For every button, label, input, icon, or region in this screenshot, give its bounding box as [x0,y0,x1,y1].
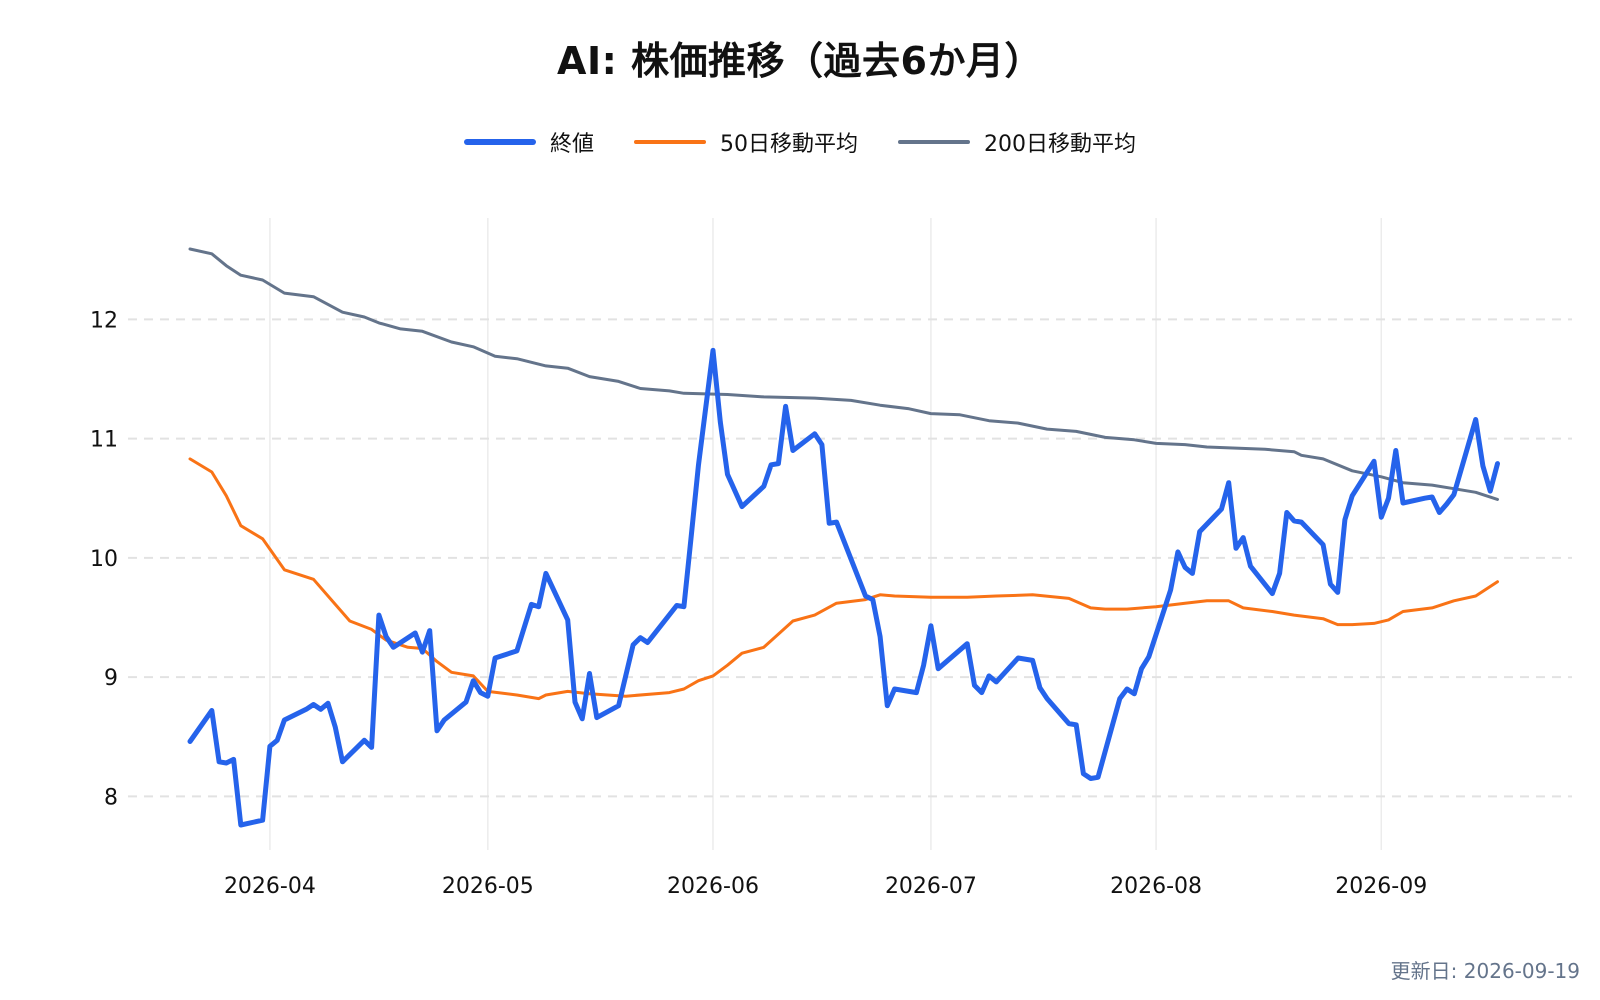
y-tick-label: 11 [90,428,118,453]
x-tick-label: 2026-09 [1335,874,1427,899]
x-tick-label: 2026-04 [224,874,316,899]
x-tick-label: 2026-05 [442,874,534,899]
chart-title: AI: 株価推移（過去6か月） [557,39,1043,83]
y-tick-label: 12 [90,308,118,333]
legend-label-close: 終値 [549,132,594,157]
legend-item-ma50[interactable]: 50日移動平均 [634,126,858,158]
close-price-line [187,347,1500,828]
x-tick-label: 2026-08 [1110,874,1202,899]
y-tick-label: 8 [104,785,118,810]
legend-swatch-ma50 [634,140,706,144]
ma200-line [188,247,1499,501]
x-tick-label: 2026-06 [667,874,759,899]
legend: 終値 50日移動平均 200日移動平均 [0,126,1600,158]
legend-item-close[interactable]: 終値 [463,126,594,158]
legend-swatch-ma200 [898,140,970,144]
y-tick-label: 10 [90,547,118,572]
updated-date: 更新日: 2026-09-19 [1390,959,1580,983]
legend-label-ma50: 50日移動平均 [720,132,858,157]
ma50-line [188,457,1499,701]
legend-item-ma200[interactable]: 200日移動平均 [898,126,1136,158]
legend-swatch-close [463,139,536,145]
legend-label-ma200: 200日移動平均 [984,132,1136,157]
y-tick-label: 9 [104,666,118,691]
x-tick-label: 2026-07 [885,874,977,899]
